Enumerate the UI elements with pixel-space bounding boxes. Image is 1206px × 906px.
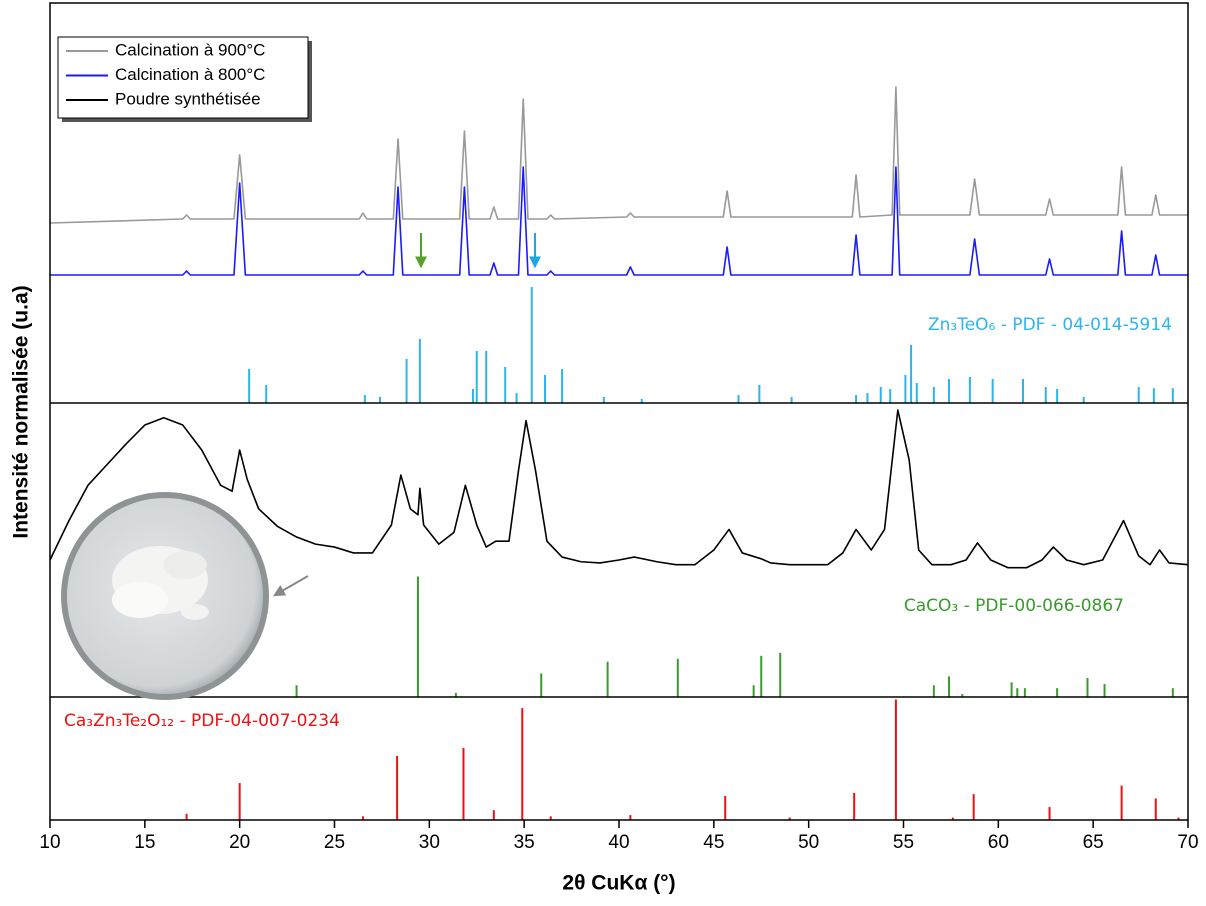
- legend-label: Calcination à 900°C: [115, 40, 265, 59]
- x-tick-label: 40: [608, 832, 629, 853]
- y-axis-label: Intensité normalisée (u.a): [10, 285, 33, 538]
- pattern-line: [49, 86, 1188, 224]
- photo-arrow: [272, 575, 309, 597]
- legend-label: Poudre synthétisée: [115, 89, 261, 108]
- x-tick-label: 55: [893, 832, 914, 853]
- reference-label: CaCO₃ - PDF-00-066-0867: [904, 596, 1124, 616]
- x-tick-label: 60: [988, 832, 1009, 853]
- x-tick-label: 35: [514, 832, 535, 853]
- x-axis-label: 2θ CuKα (°): [562, 872, 675, 895]
- x-tick-label: 10: [39, 832, 60, 853]
- x-tick-label: 70: [1177, 832, 1198, 853]
- plot-frame: [49, 2, 1189, 821]
- x-tick-label: 45: [703, 832, 724, 853]
- x-tick-label: 30: [419, 832, 440, 853]
- x-tick-label: 25: [324, 832, 345, 853]
- pattern-line: [49, 409, 1189, 569]
- pattern-line: [50, 166, 1188, 276]
- legend-label: Calcination à 800°C: [115, 65, 265, 84]
- x-tick-label: 50: [798, 832, 819, 853]
- legend: Calcination à 900°C Calcination à 800°C Po…: [57, 36, 312, 122]
- x-tick-label: 65: [1083, 832, 1104, 853]
- sample-photo: [61, 492, 269, 700]
- x-tick-label: 15: [134, 832, 155, 853]
- reference-label: Zn₃TeO₆ - PDF - 04-014-5914: [928, 315, 1172, 335]
- reference-label: Ca₃Zn₃Te₂O₁₂ - PDF-04-007-0234: [64, 711, 340, 731]
- x-tick-label: 20: [229, 832, 250, 853]
